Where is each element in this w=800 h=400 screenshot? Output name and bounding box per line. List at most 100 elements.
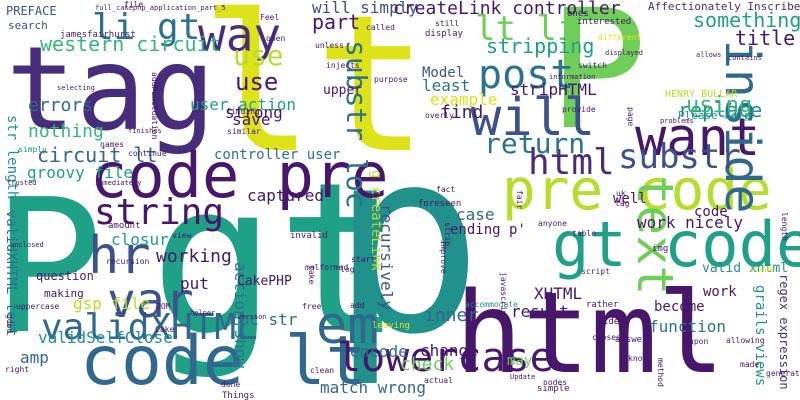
cloud-word: know — [628, 355, 647, 363]
cloud-word: names — [100, 141, 124, 149]
cloud-word: invalid — [290, 232, 328, 241]
cloud-word: foreseen — [418, 200, 461, 209]
cloud-word: uppercase — [16, 303, 59, 311]
cloud-word: file — [124, 1, 143, 9]
cloud-word: question — [36, 270, 94, 282]
cloud-word: use — [233, 42, 284, 70]
cloud-word: version — [237, 314, 267, 321]
cloud-word: validSelfClose — [38, 330, 173, 346]
cloud-word: unless — [315, 42, 344, 50]
cloud-word: code — [694, 205, 728, 219]
cloud-word: allows — [696, 52, 721, 59]
cloud-word: Things — [222, 392, 255, 400]
cloud-word: right — [5, 366, 29, 374]
cloud-word: rather — [586, 301, 619, 310]
cloud-word: provide — [562, 106, 596, 114]
cloud-word: HENRY BULLAR — [665, 90, 737, 100]
cloud-word: Model — [422, 66, 464, 80]
cloud-word: purpose — [374, 76, 408, 84]
cloud-word: gsp file — [73, 296, 150, 312]
cloud-word: tag — [615, 200, 629, 208]
cloud-word: match wrong — [320, 380, 426, 396]
cloud-word: display — [425, 30, 463, 39]
cloud-word: answer — [615, 336, 648, 345]
cloud-word: errors — [28, 97, 93, 115]
cloud-word: anyone — [538, 220, 567, 228]
cloud-word: done — [221, 381, 240, 389]
cloud-word: different — [598, 34, 641, 42]
cloud-word: substr — [618, 140, 741, 174]
cloud-word: upper — [323, 84, 362, 97]
cloud-word: inner — [424, 307, 478, 325]
cloud-word: helper — [190, 310, 215, 317]
cloud-word: return — [484, 130, 585, 158]
cloud-word: continue — [128, 150, 167, 158]
cloud-word: DOM — [156, 303, 170, 311]
cloud-word: trusted — [7, 180, 37, 187]
cloud-word: contains — [728, 55, 762, 62]
cloud-word: Feel — [260, 14, 279, 22]
cloud-word: result — [511, 304, 569, 320]
cloud-word: PREFACE — [6, 5, 57, 17]
cloud-word: may — [507, 354, 532, 368]
cloud-word: displayed — [605, 50, 643, 57]
cloud-word: finding — [226, 108, 260, 116]
cloud-word: script — [581, 268, 610, 276]
cloud-word: stripping — [486, 36, 594, 56]
cloud-word: use — [235, 70, 278, 94]
cloud-word: similar — [227, 128, 261, 136]
cloud-word: CakePHP — [237, 275, 292, 288]
cloud-word: called — [366, 24, 395, 32]
cloud-word: injects — [326, 62, 360, 70]
cloud-word: work — [703, 285, 737, 299]
cloud-word: javascript — [499, 272, 507, 320]
cloud-word: idea — [603, 318, 625, 327]
cloud-word: method — [656, 358, 664, 387]
cloud-word: search — [8, 20, 48, 31]
cloud-word: img — [652, 245, 668, 254]
cloud-word: overly — [425, 112, 454, 120]
cloud-word: start — [351, 256, 375, 264]
cloud-word: Cake — [155, 326, 174, 334]
cloud-word: upon — [689, 338, 708, 346]
cloud-word: check — [400, 356, 454, 374]
cloud-word: selecting — [57, 85, 95, 92]
cloud-word: working — [156, 248, 232, 266]
cloud-word: function — [649, 319, 726, 335]
cloud-word: jamesfairhurst — [60, 31, 136, 40]
cloud-word: making — [44, 288, 84, 299]
cloud-word: table — [572, 230, 596, 238]
cloud-word: nodes — [543, 379, 567, 387]
cloud-word: crude — [750, 266, 774, 274]
cloud-word: log — [340, 266, 354, 274]
cloud-word: strip — [443, 222, 451, 246]
cloud-word: accommodate — [465, 301, 518, 309]
cloud-word: fair — [515, 190, 523, 209]
cloud-word: switch — [578, 62, 607, 70]
cloud-word: still — [435, 20, 459, 28]
cloud-word: actual — [424, 377, 453, 385]
cloud-word: become — [654, 300, 705, 314]
cloud-word: ending p' — [450, 223, 526, 237]
cloud-word: uk — [616, 190, 626, 198]
cloud-word: free — [302, 303, 321, 311]
cloud-word: good — [5, 314, 13, 333]
cloud-word: information — [549, 74, 595, 81]
cloud-word: length — [780, 212, 788, 241]
cloud-word: made — [740, 361, 759, 369]
cloud-word: controller user — [214, 148, 340, 162]
cloud-word: clean — [310, 367, 334, 375]
cloud-word: interested — [577, 18, 631, 27]
cloud-word: unclosed — [10, 242, 44, 249]
cloud-word: leaving — [372, 322, 410, 331]
cloud-word: case — [456, 207, 495, 223]
cloud-word: put — [180, 276, 209, 292]
cloud-word: generated — [766, 370, 800, 378]
cloud-word: recursion — [106, 258, 149, 266]
cloud-word: view — [172, 232, 191, 240]
cloud-word: open — [266, 35, 285, 43]
cloud-word: fact — [436, 186, 455, 194]
cloud-word: nothing — [28, 123, 104, 141]
cloud-word: amount — [108, 222, 141, 231]
